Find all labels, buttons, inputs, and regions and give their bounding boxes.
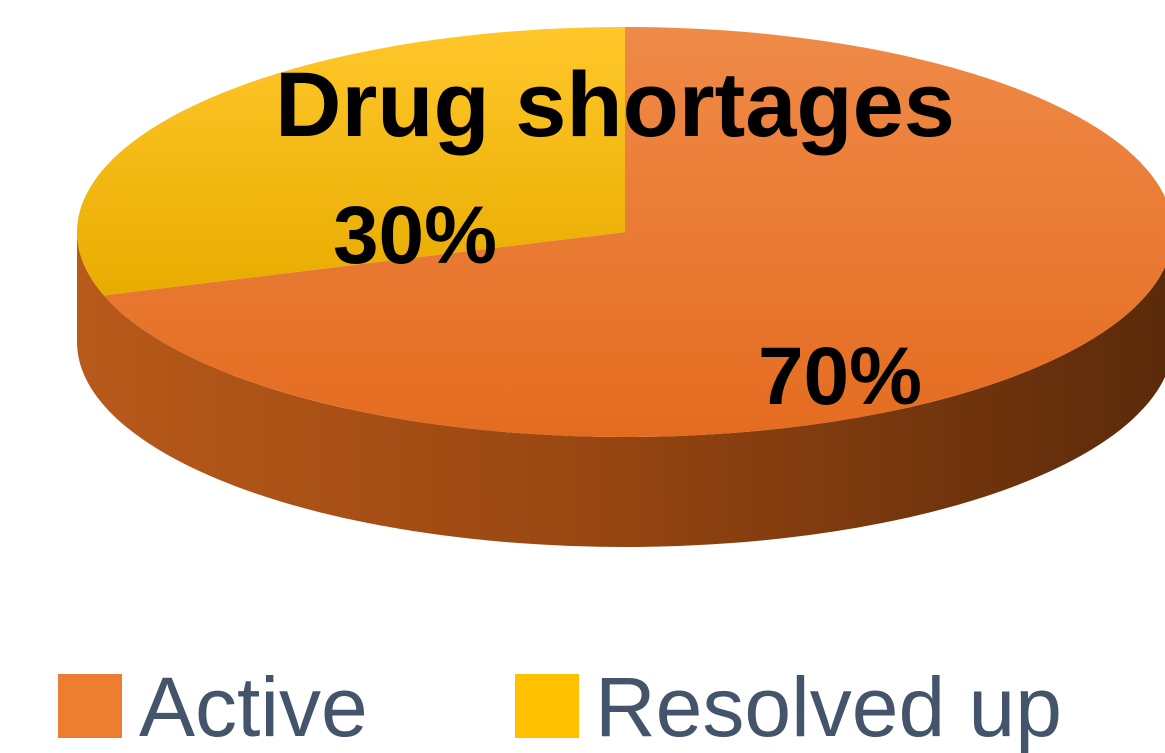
pie-side <box>77 232 1165 547</box>
chart-title: Drug shortages <box>275 54 955 156</box>
data-label-active: 70% <box>758 331 922 422</box>
legend-label-active: Active <box>139 660 368 753</box>
pie-data-labels: 70% 30% <box>333 190 922 422</box>
pie-side-wall <box>77 232 1165 547</box>
legend-swatch-active <box>58 674 122 738</box>
pie-slice-active <box>103 27 1165 437</box>
pie-slice-resolved-up <box>76 27 626 296</box>
legend-label-resolved-up: Resolved up <box>595 660 1062 753</box>
legend: Active Resolved up <box>58 660 1062 753</box>
legend-swatch-resolved-up <box>515 674 579 738</box>
data-label-resolved-up: 30% <box>333 190 497 281</box>
pie-slices <box>76 27 1165 437</box>
